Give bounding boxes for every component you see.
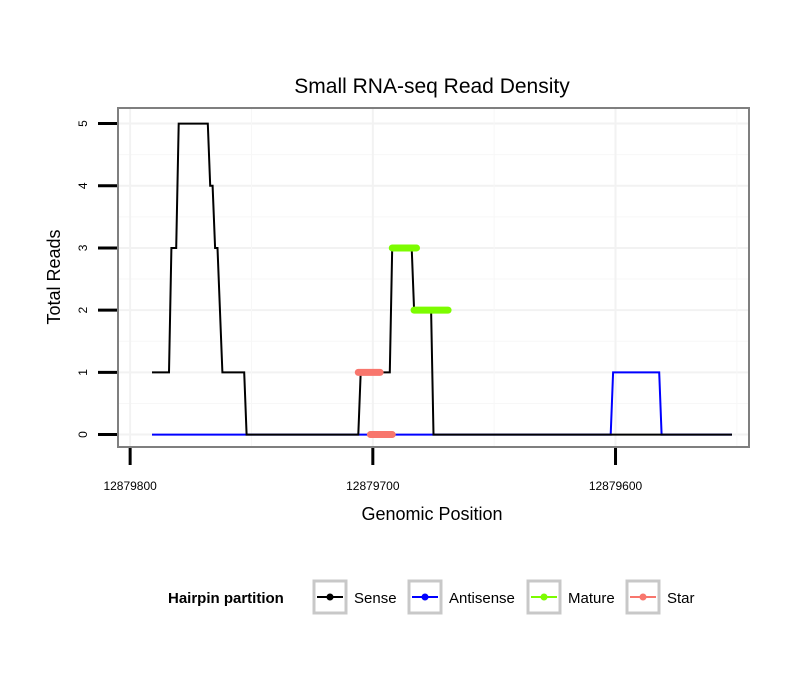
y-tick-label: 3 <box>76 244 90 251</box>
legend-entry-sense: Sense <box>312 579 397 615</box>
legend-title: Hairpin partition <box>168 590 284 607</box>
legend-key-point <box>421 593 429 601</box>
legend-key-point <box>540 593 548 601</box>
plot-border <box>117 107 750 448</box>
y-tick-label: 2 <box>76 306 90 313</box>
chart-title: Small RNA-seq Read Density <box>294 75 570 98</box>
series-line-sense <box>152 122 732 436</box>
legend-label: Mature <box>568 590 615 607</box>
y-axis: 0 1 2 3 4 5 <box>76 120 117 438</box>
legend-key-point <box>639 593 647 601</box>
legend-label: Sense <box>354 590 397 607</box>
x-tick-label: 12879700 <box>346 479 400 493</box>
y-tick-label: 5 <box>76 120 90 127</box>
legend-label: Antisense <box>449 590 515 607</box>
series-layer <box>152 122 732 439</box>
y-tick-label: 0 <box>76 431 90 438</box>
y-tick-label: 1 <box>76 369 90 376</box>
legend-key-point <box>326 593 334 601</box>
legend-entry-antisense: Antisense <box>407 579 515 615</box>
x-tick-label: 12879600 <box>589 479 643 493</box>
legend: Hairpin partition Sense Antisense Mature St… <box>168 579 695 615</box>
x-axis: 12879800 12879700 12879600 <box>103 448 643 493</box>
x-tick-label: 12879800 <box>103 479 157 493</box>
legend-entry-star: Star <box>625 579 695 615</box>
legend-entry-mature: Mature <box>526 579 615 615</box>
legend-label: Star <box>667 590 695 607</box>
x-axis-title: Genomic Position <box>361 504 502 524</box>
y-tick-label: 4 <box>76 182 90 189</box>
y-axis-title: Total Reads <box>44 229 64 324</box>
